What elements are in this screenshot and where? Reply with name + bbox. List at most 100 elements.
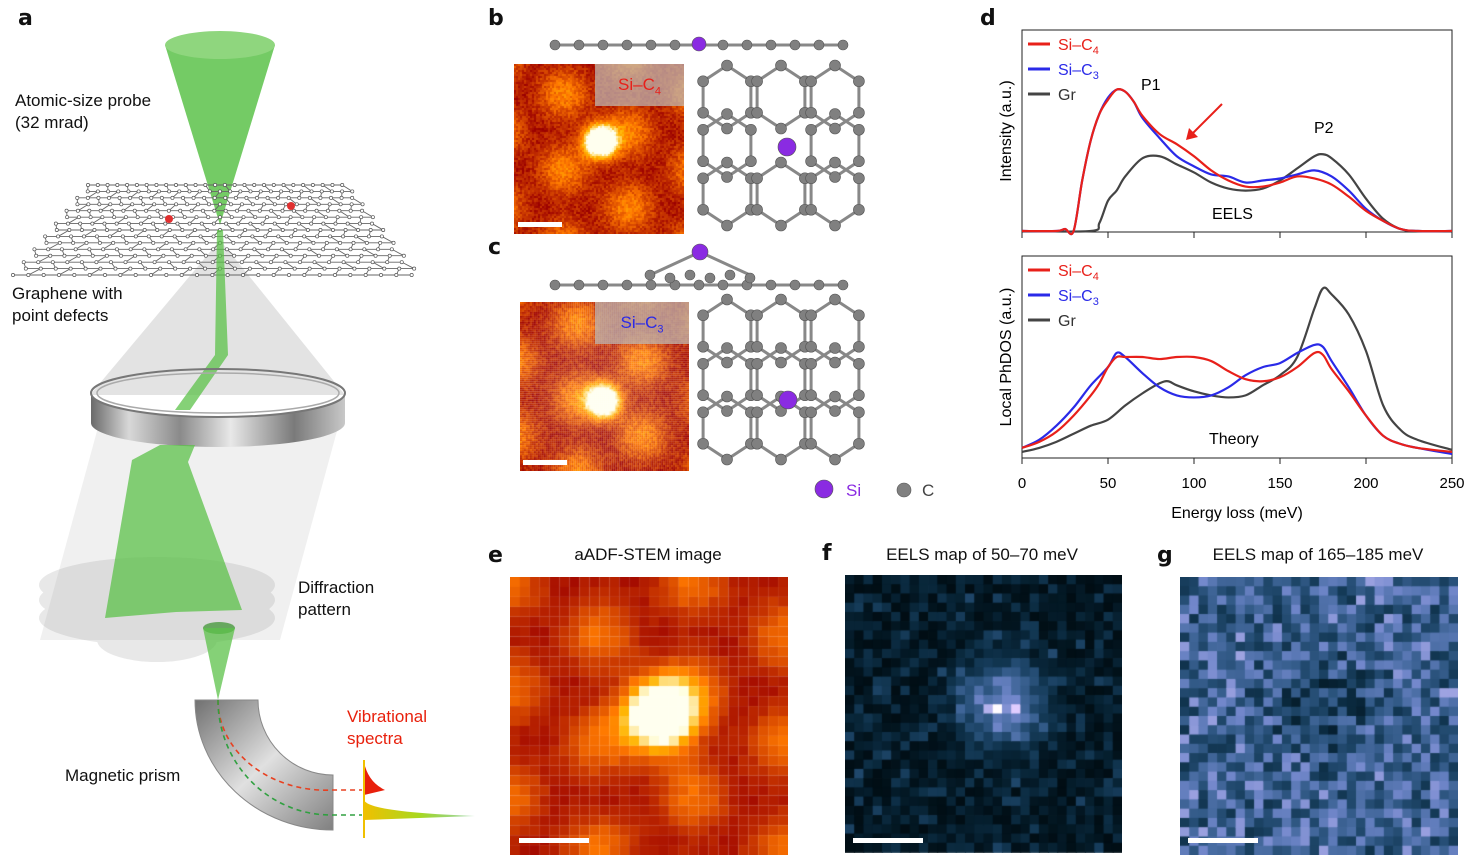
lattice-atom: [206, 215, 211, 220]
panel-f-title: EELS map of 50–70 meV: [886, 545, 1078, 564]
lattice-atom: [207, 202, 211, 207]
lattice-atom: [350, 189, 355, 194]
lattice-atom: [237, 234, 242, 239]
lattice-atom: [297, 221, 301, 226]
lattice-atom: [111, 240, 116, 245]
lattice-atom: [276, 195, 281, 200]
tag-text: Si–C3: [620, 313, 664, 336]
lattice-atom: [317, 253, 321, 258]
lattice-atom: [349, 202, 354, 207]
carbon-atom: [805, 106, 817, 119]
lattice-atom: [114, 247, 119, 252]
carbon-atom: [751, 106, 763, 119]
carbon-atom: [765, 39, 777, 51]
lattice-atom: [302, 273, 307, 277]
lattice-atom: [78, 221, 83, 226]
carbon-atom: [693, 279, 705, 291]
legend-label: Gr: [1058, 313, 1076, 330]
lattice-atom: [102, 221, 107, 226]
lattice-atom: [113, 266, 118, 271]
lattice-atom: [300, 215, 305, 220]
spectrum-peak-red: [364, 762, 385, 795]
probe-label: Atomic-size probe (32 mrad): [15, 91, 152, 132]
lattice-atom: [119, 253, 123, 258]
carbon-atom: [775, 453, 787, 466]
lattice-atom: [169, 247, 174, 252]
lattice-atom: [54, 228, 59, 232]
lattice-atom: [194, 215, 199, 220]
lattice-atom: [97, 202, 102, 207]
carbon-atom: [745, 123, 757, 136]
lattice-atom: [356, 260, 361, 265]
panel-g-title: EELS map of 165–185 meV: [1212, 545, 1424, 564]
carbon-atom: [805, 389, 817, 402]
lattice-atom: [75, 195, 80, 200]
lattice-atom: [163, 221, 168, 226]
lattice-atom: [246, 253, 251, 258]
lattice-atom: [126, 221, 131, 226]
carbon-atom: [697, 75, 709, 88]
carbon-atom: [684, 269, 696, 281]
panel-f-label: f: [822, 541, 832, 566]
carbon-atom: [744, 272, 756, 284]
lattice-atom: [293, 228, 298, 232]
lattice-atom: [271, 183, 276, 187]
lattice-atom: [138, 260, 142, 265]
carbon-atom: [697, 357, 709, 370]
lattice-atom: [117, 228, 122, 232]
lattice-atom: [197, 189, 202, 194]
carbon-atom: [751, 172, 763, 185]
lattice-atom: [269, 208, 274, 213]
eels-map-50-70: [845, 575, 1122, 853]
lattice-atom: [191, 195, 196, 200]
lattice-atom: [224, 234, 229, 239]
lattice-atom: [106, 189, 111, 194]
setup-schematic: [11, 31, 475, 838]
lattice-atom: [68, 266, 73, 271]
lattice-atom: [248, 221, 253, 226]
plot-frame-theory: [1021, 255, 1453, 459]
ylabel-eels: Intensity (a.u.): [998, 80, 1015, 181]
lattice-atom: [188, 266, 193, 271]
beam-upper: [175, 230, 228, 410]
lattice-atom: [399, 260, 404, 265]
carbon-atom: [805, 123, 817, 136]
carbon-atom: [751, 406, 763, 419]
lattice-atom: [252, 247, 257, 252]
lattice-atom: [352, 266, 357, 271]
carbon-atom: [813, 279, 825, 291]
lattice-atom: [280, 228, 285, 232]
lattice-atom: [87, 273, 92, 277]
lattice-atom: [41, 273, 46, 277]
scale-bar: [1188, 838, 1258, 843]
carbon-atom: [697, 155, 709, 168]
carbon-atom: [805, 309, 817, 322]
lattice-atom: [330, 183, 335, 187]
lattice-atom: [85, 195, 90, 200]
lattice-atom: [302, 234, 307, 239]
lattice-atom: [101, 247, 106, 252]
legend-si-label: Si: [846, 481, 862, 500]
lattice-atom: [198, 234, 203, 239]
lattice-atom: [319, 189, 324, 194]
carbon-atom: [829, 453, 841, 466]
lattice-atom: [126, 189, 131, 194]
lattice-atom: [341, 260, 346, 265]
lattice-atom: [345, 221, 350, 226]
lattice-atom: [92, 228, 97, 232]
lattice-atom: [280, 208, 285, 213]
lattice-atom: [152, 202, 157, 207]
lattice-atom: [334, 247, 339, 252]
lattice-atom: [401, 253, 406, 258]
panel-g-label: g: [1157, 543, 1173, 568]
lattice-atom: [87, 247, 92, 252]
lattice-atom: [321, 247, 326, 252]
carbon-atom: [621, 279, 633, 291]
carbon-atom: [853, 75, 865, 88]
lattice-atom: [116, 189, 121, 194]
defect-atom: [287, 202, 295, 210]
tag-si-c3: Si–C3: [595, 302, 689, 344]
lattice-atom: [205, 228, 210, 232]
lattice-atom: [367, 266, 372, 271]
